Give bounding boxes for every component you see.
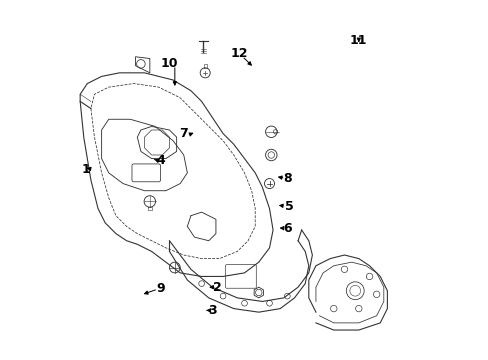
Text: 6: 6 xyxy=(283,222,291,235)
Text: 3: 3 xyxy=(207,304,216,317)
Text: 12: 12 xyxy=(230,47,247,60)
Text: 9: 9 xyxy=(156,283,164,296)
Text: 4: 4 xyxy=(156,154,164,167)
Text: 8: 8 xyxy=(283,172,291,185)
Text: 7: 7 xyxy=(179,127,188,140)
Text: 2: 2 xyxy=(213,281,222,294)
Text: 11: 11 xyxy=(349,34,367,47)
Text: 5: 5 xyxy=(284,200,293,213)
Text: 1: 1 xyxy=(81,163,90,176)
Text: 10: 10 xyxy=(161,57,178,71)
